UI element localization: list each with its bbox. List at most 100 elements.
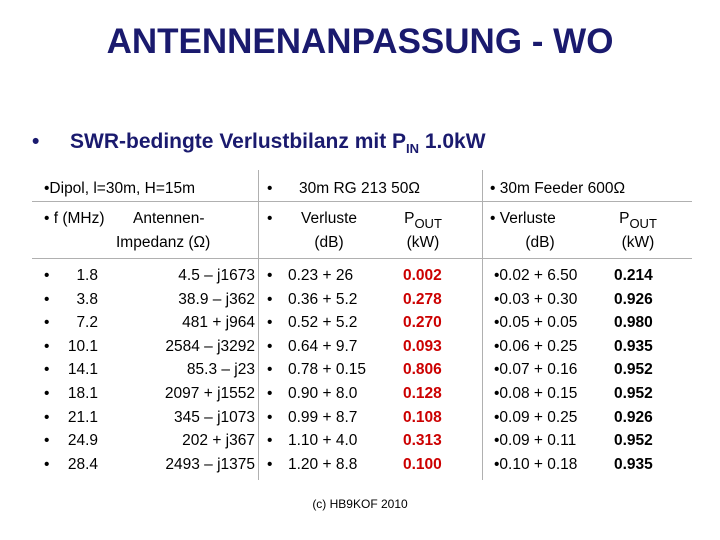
group-header-dipol: •Dipol, l=30m, H=15m <box>44 180 196 197</box>
fd-pout-p: P <box>619 210 630 227</box>
cell-rg-pout: 0.128 <box>403 384 442 402</box>
cell-impedance: 85.3 – j23 <box>186 361 255 379</box>
cell-feeder-loss: •0.10 + 0.18 <box>494 455 578 473</box>
cell-feeder-loss: •0.09 + 0.11 <box>494 432 577 450</box>
col-header-frequency: • f (MHz) <box>44 210 105 227</box>
column-feeder-loss: •0.02 + 6.50 •0.03 + 0.30 •0.05 + 0.05 •0.0… <box>494 264 577 476</box>
cell-rg-loss: 1.10 + 4.0 <box>288 432 358 450</box>
column-bullets-2: • • • • • • • • • <box>267 264 272 476</box>
column-frequency: 1.8 3.8 7.2 10.1 14.1 18.1 21.1 24.9 28.4 <box>56 264 98 476</box>
cell-feeder-loss: •0.07 + 0.16 <box>494 361 578 379</box>
cell-feeder-loss: •0.05 + 0.05 <box>494 314 578 332</box>
cell-frequency: 24.9 <box>67 432 98 450</box>
cell-impedance: 2493 – j1375 <box>165 455 255 473</box>
cell-feeder-pout: 0.952 <box>614 432 653 450</box>
rg-pout-sub: OUT <box>414 216 442 231</box>
col-header-rg-bullet: • <box>267 210 273 227</box>
column-impedance: 4.5 – j1673 38.9 – j362 481 + j964 2584 – j… <box>105 264 255 476</box>
col-header-impedance-1: Antennen- <box>133 210 205 227</box>
col-header-fd-pout-unit: (kW) <box>621 234 655 251</box>
col-header-fd-loss-1: • Verluste <box>490 210 556 227</box>
cell-rg-pout: 0.002 <box>403 267 442 284</box>
rule-vertical-2 <box>482 170 483 480</box>
col-header-rg-loss-1: Verluste <box>300 210 357 227</box>
cell-frequency: 3.8 <box>76 290 98 308</box>
cell-feeder-loss: •0.02 + 6.50 <box>494 267 578 284</box>
cell-frequency: 7.2 <box>76 314 98 332</box>
col-header-fd-loss-2: (dB) <box>525 234 555 251</box>
cell-impedance: 38.9 – j362 <box>178 290 255 308</box>
cell-frequency: 18.1 <box>67 384 98 402</box>
column-rg-pout: 0.002 0.278 0.270 0.093 0.806 0.128 0.108 0.313… <box>403 264 442 476</box>
cell-rg-loss: 0.99 + 8.7 <box>288 408 358 426</box>
cell-feeder-loss: •0.03 + 0.30 <box>494 290 578 308</box>
cell-rg-loss: 0.90 + 8.0 <box>288 384 358 402</box>
cell-impedance: 4.5 – j1673 <box>178 267 255 284</box>
row-bullet: • <box>267 432 273 450</box>
row-bullet: • <box>267 455 273 473</box>
cell-feeder-loss: •0.08 + 0.15 <box>494 384 578 402</box>
footer-copyright: (c) HB9KOF 2010 <box>312 497 408 511</box>
column-bullets-1: • • • • • • • • • <box>44 264 49 476</box>
col-header-rg-pout: POUT <box>388 210 458 233</box>
subtitle-subscript: IN <box>406 141 420 156</box>
cell-rg-loss: 0.36 + 5.2 <box>288 290 358 308</box>
cell-rg-pout: 0.100 <box>403 455 442 473</box>
cell-impedance: 345 – j1073 <box>173 408 255 426</box>
cell-rg-pout: 0.093 <box>403 337 442 355</box>
subtitle-tail: 1.0kW <box>419 130 486 153</box>
col-header-rg-loss-2: (dB) <box>314 234 344 251</box>
cell-impedance: 481 + j964 <box>182 314 255 332</box>
row-bullet: • <box>44 408 50 426</box>
col-header-impedance-2: Impedanz (Ω) <box>116 234 211 251</box>
rg-pout-p: P <box>404 210 415 227</box>
cell-feeder-pout: 0.952 <box>614 361 653 379</box>
cell-rg-pout: 0.313 <box>403 432 442 450</box>
cell-feeder-loss: •0.09 + 0.25 <box>494 408 578 426</box>
row-bullet: • <box>44 314 50 332</box>
rule-col-header <box>32 258 692 259</box>
group-header-feeder: • 30m Feeder 600Ω <box>490 180 626 197</box>
col-header-rg-pout-unit: (kW) <box>406 234 440 251</box>
row-bullet: • <box>267 267 273 284</box>
cell-impedance: 202 + j367 <box>182 432 255 450</box>
col-header-fd-pout: POUT <box>603 210 673 233</box>
cell-feeder-pout: 0.935 <box>614 337 653 355</box>
subtitle-bullet: • <box>32 130 40 153</box>
cell-frequency: 10.1 <box>67 337 98 355</box>
cell-feeder-pout: 0.926 <box>614 290 653 308</box>
cell-rg-loss: 0.52 + 5.2 <box>288 314 358 332</box>
row-bullet: • <box>44 432 50 450</box>
cell-rg-pout: 0.108 <box>403 408 442 426</box>
cell-rg-pout: 0.806 <box>403 361 442 379</box>
rule-vertical-1 <box>258 170 259 480</box>
row-bullet: • <box>44 361 50 379</box>
cell-feeder-pout: 0.935 <box>614 455 653 473</box>
subtitle: • SWR-bedingte Verlustbilanz mit PIN 1.0k… <box>32 130 486 156</box>
row-bullet: • <box>267 290 273 308</box>
page-title: ANTENNENANPASSUNG - WO <box>106 22 614 61</box>
row-bullet: • <box>44 455 50 473</box>
row-bullet: • <box>44 337 50 355</box>
cell-rg-loss: 0.23 + 26 <box>288 267 354 284</box>
row-bullet: • <box>44 267 50 284</box>
rule-group-header <box>32 201 692 202</box>
cell-rg-loss: 0.78 + 0.15 <box>288 361 366 379</box>
cell-frequency: 14.1 <box>67 361 98 379</box>
row-bullet: • <box>267 384 273 402</box>
row-bullet: • <box>267 314 273 332</box>
cell-frequency: 1.8 <box>76 267 98 284</box>
cell-feeder-pout: 0.980 <box>614 314 653 332</box>
row-bullet: • <box>44 384 50 402</box>
cell-rg-pout: 0.270 <box>403 314 442 332</box>
cell-impedance: 2097 + j1552 <box>164 384 255 402</box>
group-header-rg-bullet: • <box>267 180 273 197</box>
cell-rg-loss: 0.64 + 9.7 <box>288 337 358 355</box>
column-rg-loss: 0.23 + 26 0.36 + 5.2 0.52 + 5.2 0.64 + 9.7 0… <box>288 264 366 476</box>
cell-frequency: 21.1 <box>67 408 98 426</box>
column-feeder-pout: 0.214 0.926 0.980 0.935 0.952 0.952 0.926 0.952… <box>614 264 653 476</box>
row-bullet: • <box>44 290 50 308</box>
cell-feeder-pout: 0.952 <box>614 384 653 402</box>
row-bullet: • <box>267 361 273 379</box>
cell-rg-loss: 1.20 + 8.8 <box>288 455 358 473</box>
